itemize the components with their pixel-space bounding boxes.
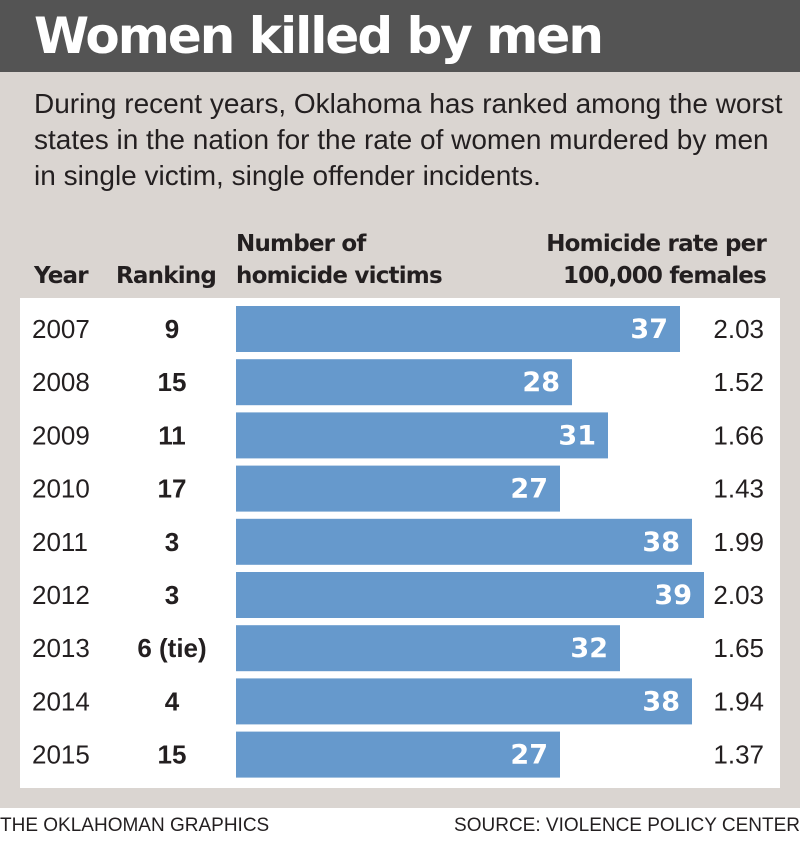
victims-value-label: 28 (522, 367, 560, 398)
chart-title: Women killed by men (34, 7, 604, 65)
bar-chart: 2007 9 37 2.03 2008 15 28 1.52 2009 11 31 1.66 2010 1… (32, 306, 764, 778)
ranking-value: 3 (165, 527, 179, 557)
column-header-rate-line2: 100,000 females (562, 263, 767, 289)
victims-bar (236, 465, 560, 512)
year-label: 2014 (32, 686, 90, 716)
victims-bar (236, 572, 704, 618)
victims-value-label: 32 (570, 633, 608, 664)
column-header-year: Year (34, 263, 89, 289)
ranking-value: 6 (tie) (137, 633, 206, 663)
rate-value: 1.52 (713, 367, 764, 397)
victims-value-label: 39 (654, 580, 692, 611)
ranking-value: 3 (165, 580, 179, 610)
rate-value: 2.03 (713, 314, 764, 344)
ranking-value: 9 (165, 314, 179, 344)
rate-value: 1.99 (713, 527, 764, 557)
column-header-victims-line2: homicide victims (236, 263, 443, 289)
year-label: 2013 (32, 633, 90, 663)
victims-bar (236, 359, 572, 406)
rate-value: 1.43 (713, 474, 764, 504)
victims-value-label: 37 (630, 314, 668, 345)
rate-value: 1.94 (713, 686, 764, 716)
source-note: SOURCE: VIOLENCE POLICY CENTER (454, 815, 800, 836)
rate-value: 1.66 (713, 420, 764, 450)
column-header-victims: Number of homicide victims (236, 228, 476, 292)
column-header-rate: Homicide rate per 100,000 females (506, 228, 767, 292)
column-header-rate-line1: Homicide rate per (546, 231, 767, 257)
year-label: 2007 (32, 314, 90, 344)
ranking-value: 4 (165, 686, 180, 716)
ranking-value: 15 (158, 740, 187, 770)
victims-value-label: 38 (642, 527, 680, 558)
ranking-value: 17 (158, 474, 187, 504)
data-table: 2007 9 37 2.03 2008 15 28 1.52 2009 11 31 1.66 2010 1… (20, 298, 780, 788)
year-label: 2011 (32, 527, 88, 557)
victims-bar (236, 518, 692, 565)
column-header-ranking: Ranking (116, 263, 217, 289)
year-label: 2012 (32, 580, 90, 610)
ranking-value: 15 (158, 367, 187, 397)
year-label: 2015 (32, 740, 90, 770)
column-header-victims-line1: Number of (236, 231, 366, 257)
rate-value: 2.03 (713, 580, 764, 610)
victims-bar (236, 625, 620, 672)
victims-value-label: 27 (510, 474, 548, 505)
victims-bar (236, 731, 560, 778)
victims-value-label: 27 (510, 740, 548, 771)
victims-value-label: 31 (558, 420, 596, 451)
chart-panel: Women killed by men During recent years,… (0, 0, 800, 808)
victims-bar (236, 678, 692, 725)
year-label: 2008 (32, 367, 90, 397)
ranking-value: 11 (158, 420, 186, 450)
victims-bar (236, 412, 608, 459)
graphics-credit: THE OKLAHOMAN GRAPHICS (0, 815, 270, 836)
year-label: 2010 (32, 474, 90, 504)
title-bar: Women killed by men (0, 0, 800, 72)
victims-bar (236, 306, 680, 352)
victims-value-label: 38 (642, 686, 680, 717)
rate-value: 1.37 (713, 740, 764, 770)
rate-value: 1.65 (713, 633, 764, 663)
year-label: 2009 (32, 420, 90, 450)
intro-text: During recent years, Oklahoma has ranked… (34, 88, 783, 191)
